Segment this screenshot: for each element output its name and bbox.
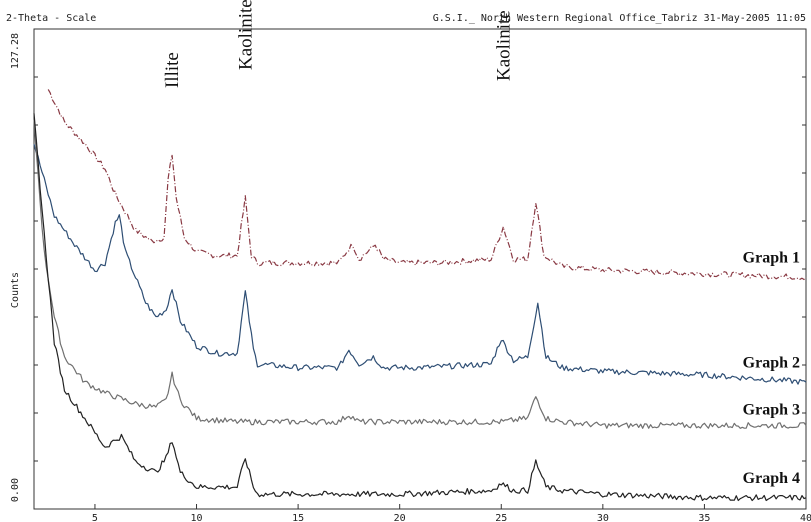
series-line-3 <box>33 119 807 429</box>
series-label-1: Graph 1 <box>743 249 800 266</box>
y-axis-label: Counts <box>10 272 21 308</box>
series-labels: Graph 1 Graph 2 Graph 3 Graph 4 <box>743 249 800 486</box>
annotation-kaolinite: Kaolinite <box>235 0 256 70</box>
tick-marks <box>34 76 807 509</box>
annotation-illite: Illite <box>162 52 183 88</box>
annotations: Illite Kaolinite Kaolinite <box>162 0 514 88</box>
x-tick-label: 25 <box>495 513 507 522</box>
x-tick-label: 20 <box>394 513 406 522</box>
series-label-3: Graph 3 <box>743 401 800 418</box>
x-tick-label: 5 <box>92 513 98 522</box>
series-group <box>33 89 807 502</box>
series-line-1 <box>47 89 807 281</box>
x-tick-label: 40 <box>800 513 811 522</box>
series-line-2 <box>33 143 807 385</box>
annotation-kaolinite: Kaolinite <box>493 10 514 81</box>
series-line-4 <box>33 113 807 502</box>
header-right: G.S.I._ North Western Regional Office_Ta… <box>433 13 806 24</box>
x-tick-label: 30 <box>597 513 609 522</box>
x-tick-label: 15 <box>292 513 304 522</box>
plot-frame <box>33 28 807 510</box>
x-tick-label: 10 <box>191 513 203 522</box>
header-left: 2-Theta - Scale <box>6 13 96 24</box>
series-label-2: Graph 2 <box>743 354 800 371</box>
y-tick-label-bottom: 0.00 <box>10 478 21 502</box>
x-tick-label: 35 <box>698 513 710 522</box>
series-label-4: Graph 4 <box>743 470 800 487</box>
x-tick-labels: 5 10 15 20 25 30 35 40 <box>92 513 811 522</box>
y-tick-label-top: 127.28 <box>10 33 21 69</box>
